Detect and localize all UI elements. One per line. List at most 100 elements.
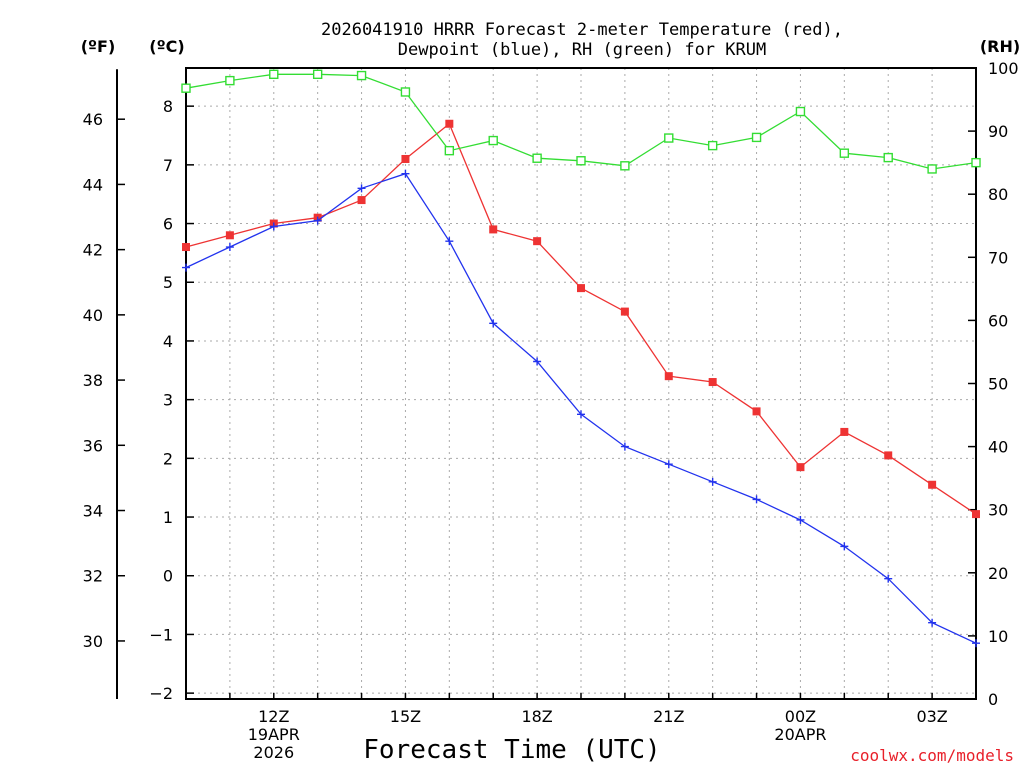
x-tick-label: 03Z <box>916 707 947 726</box>
celsius-unit-label: (ºC) <box>149 37 184 56</box>
rh-point <box>839 148 850 158</box>
celsius-tick-label: 7 <box>163 156 173 175</box>
rh-point <box>269 69 279 80</box>
rh-tick-label: 30 <box>988 501 1008 520</box>
x-tick-label: 15Z <box>390 707 421 726</box>
dewpoint-point <box>620 442 629 451</box>
fahrenheit-tick-label: 38 <box>83 371 103 390</box>
rh-point <box>795 106 806 117</box>
temperature-point <box>445 119 454 128</box>
celsius-tick-label: 5 <box>163 273 173 292</box>
temperature-point <box>928 480 937 489</box>
rh-tick-label: 90 <box>988 122 1008 141</box>
fahrenheit-tick-label: 36 <box>83 436 103 455</box>
axes <box>116 67 977 700</box>
temperature-point <box>533 237 542 246</box>
rh-point <box>927 164 937 174</box>
dewpoint-point <box>577 410 585 419</box>
temperature-point <box>840 427 849 436</box>
dewpoint-point <box>928 618 937 627</box>
x-tick-label: 19APR <box>248 725 300 744</box>
dewpoint-point <box>401 169 410 178</box>
rh-point <box>444 145 455 156</box>
celsius-tick-label: −2 <box>149 684 173 703</box>
dewpoint-point <box>664 460 673 469</box>
dewpoint-point <box>708 477 717 486</box>
dewpoint-point <box>489 319 498 328</box>
rh-point <box>576 156 586 166</box>
dewpoint-point <box>445 237 454 246</box>
celsius-tick-label: 8 <box>163 97 173 116</box>
temperature-point <box>620 307 629 316</box>
fahrenheit-tick-label: 40 <box>83 306 103 325</box>
rh-point <box>312 69 323 80</box>
data-series <box>181 69 981 648</box>
fahrenheit-tick-label: 34 <box>83 502 103 521</box>
rh-tick-label: 50 <box>988 375 1008 394</box>
x-tick-label: 2026 <box>253 743 294 762</box>
temperature-point <box>357 196 366 205</box>
temperature-point <box>884 451 893 460</box>
rh-tick-label: 70 <box>988 248 1008 267</box>
temperature-point <box>708 378 717 387</box>
rh-tick-label: 100 <box>988 59 1019 78</box>
temperature-point <box>401 154 410 163</box>
x-tick-label: 18Z <box>521 707 552 726</box>
celsius-tick-label: 0 <box>163 567 173 586</box>
x-tick-label: 12Z <box>258 707 289 726</box>
rh-line <box>185 73 977 170</box>
temperature-point <box>752 407 761 416</box>
rh-point <box>620 161 630 171</box>
temperature-point <box>225 231 234 240</box>
celsius-tick-label: −1 <box>149 625 173 644</box>
rh-point <box>181 83 191 93</box>
rh-point <box>883 152 893 163</box>
rh-tick-label: 0 <box>988 690 998 709</box>
rh-point <box>356 70 367 81</box>
chart-title: 2026041910 HRRR Forecast 2-meter Tempera… <box>321 20 843 60</box>
temperature-point <box>664 372 673 381</box>
rh-unit-label: (RH) <box>980 37 1020 56</box>
rh-point <box>532 153 542 163</box>
x-tick-label: 20APR <box>774 725 826 744</box>
site-credit: coolwx.com/models <box>850 746 1014 765</box>
fahrenheit-tick-label: 30 <box>83 632 103 651</box>
chart-title-line-2: Dewpoint (blue), RH (green) for KRUM <box>398 40 766 60</box>
dewpoint-point <box>972 639 980 648</box>
fahrenheit-tick-label: 46 <box>83 110 103 129</box>
tick-labels: −2−1012345678303234363840424446010203040… <box>83 59 1019 762</box>
rh-tick-label: 40 <box>988 438 1008 457</box>
temperature-point <box>972 510 980 519</box>
dewpoint-point <box>796 515 805 524</box>
fahrenheit-unit-label: (ºF) <box>81 37 116 56</box>
x-tick-label: 00Z <box>785 707 816 726</box>
rh-point <box>707 140 718 151</box>
rh-point <box>225 75 235 86</box>
fahrenheit-tick-label: 44 <box>83 175 103 194</box>
fahrenheit-tick-label: 42 <box>83 241 103 260</box>
x-axis-title: Forecast Time (UTC) <box>363 735 660 765</box>
dewpoint-point <box>884 574 893 583</box>
dewpoint-point <box>752 495 761 504</box>
chart-title-line-1: 2026041910 HRRR Forecast 2-meter Tempera… <box>321 20 843 40</box>
rh-point <box>488 135 498 146</box>
rh-point <box>400 87 411 97</box>
rh-tick-label: 20 <box>988 564 1008 583</box>
rh-point <box>971 157 981 168</box>
dewpoint-point <box>182 263 190 272</box>
temperature-point <box>796 463 805 472</box>
celsius-tick-label: 3 <box>163 391 173 410</box>
rh-point <box>664 133 674 143</box>
dewpoint-point <box>533 357 542 366</box>
celsius-tick-label: 1 <box>163 508 173 527</box>
dewpoint-point <box>313 216 322 225</box>
rh-tick-label: 80 <box>988 185 1008 204</box>
dewpoint-point <box>225 243 234 252</box>
celsius-tick-label: 6 <box>163 215 173 234</box>
celsius-tick-label: 4 <box>163 332 173 351</box>
rh-tick-label: 10 <box>988 627 1008 646</box>
rh-tick-label: 60 <box>988 311 1008 330</box>
temperature-point <box>577 284 585 293</box>
x-tick-label: 21Z <box>653 707 684 726</box>
